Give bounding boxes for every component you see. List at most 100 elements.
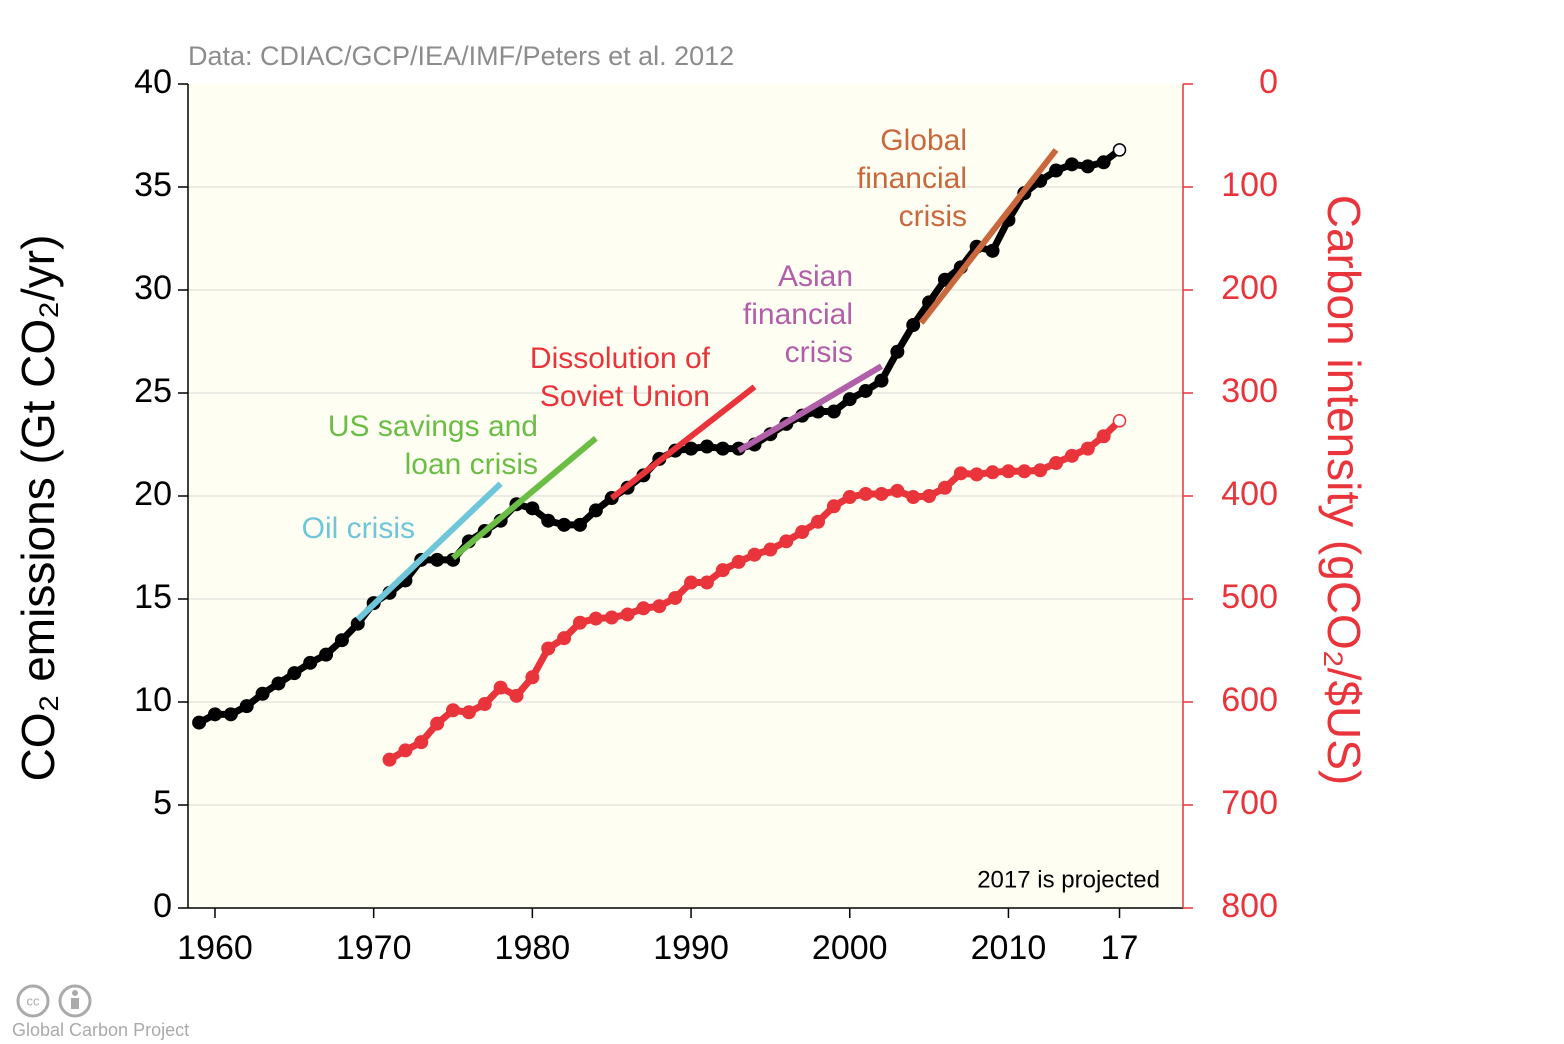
x-tick-label: 2010 — [971, 929, 1047, 967]
data-point — [525, 670, 540, 685]
y2-tick-label: 100 — [1221, 166, 1278, 204]
crisis-label: Asian — [778, 260, 853, 293]
data-point — [1096, 429, 1111, 444]
data-point — [937, 480, 952, 495]
data-point — [1112, 143, 1127, 157]
data-point — [239, 699, 254, 714]
data-point — [1064, 448, 1079, 463]
crisis-trend — [737, 363, 884, 454]
y-tick-label: 40 — [134, 63, 172, 101]
data-point — [287, 666, 302, 681]
data-point — [525, 501, 540, 516]
data-point — [842, 490, 857, 505]
data-point — [446, 703, 461, 718]
y2-tick-label: 300 — [1221, 372, 1278, 410]
crisis-label: Soviet Union — [540, 380, 710, 413]
data-point — [1080, 159, 1095, 174]
y2-tick-label: 500 — [1221, 578, 1278, 616]
x-tick-label: 1970 — [336, 929, 412, 967]
svg-text:cc: cc — [27, 993, 41, 1008]
crisis-label: loan crisis — [405, 448, 538, 481]
data-point — [207, 707, 222, 722]
data-point — [1080, 441, 1095, 456]
data-point — [652, 599, 667, 614]
y-tick-label: 25 — [134, 372, 172, 410]
data-point — [826, 499, 841, 514]
data-point — [890, 483, 905, 498]
data-point — [1064, 157, 1079, 172]
y-axis-label: CO₂ emissions (Gt CO₂/yr) — [12, 235, 64, 782]
source: Data: CDIAC/GCP/IEA/IMF/Peters et al. 20… — [188, 41, 734, 71]
data-point — [906, 490, 921, 505]
data-point — [255, 686, 270, 701]
y-tick-label: 20 — [134, 475, 172, 513]
x-tick-label: 1990 — [653, 929, 729, 967]
data-point — [1033, 463, 1048, 478]
data-point — [715, 441, 730, 456]
crisis-label: Oil crisis — [302, 512, 415, 545]
data-point — [684, 441, 699, 456]
data-point — [541, 641, 556, 656]
data-point — [985, 465, 1000, 480]
data-point — [811, 514, 826, 529]
data-point — [192, 715, 207, 730]
data-point — [1096, 155, 1111, 170]
crisis-label: US savings and — [328, 410, 538, 443]
cc-icons: cc — [16, 984, 92, 1018]
data-point — [557, 631, 572, 646]
data-point — [985, 243, 1000, 258]
data-point — [858, 383, 873, 398]
data-point — [684, 575, 699, 590]
y2-tick-label: 0 — [1259, 63, 1278, 101]
data-point — [620, 607, 635, 622]
data-point — [731, 554, 746, 569]
y2-axis-label: Carbon intensity (gCO₂/$US) — [1318, 195, 1370, 786]
data-point — [604, 610, 619, 625]
data-point — [334, 633, 349, 648]
data-point — [319, 647, 334, 662]
y2-tick-label: 600 — [1221, 681, 1278, 719]
y-tick-label: 30 — [134, 269, 172, 307]
credit: Global Carbon Project — [12, 1020, 189, 1040]
y2-tick-label: 800 — [1221, 887, 1278, 925]
data-point — [874, 486, 889, 501]
y-tick-label: 5 — [153, 784, 172, 822]
crisis-label: crisis — [899, 200, 967, 233]
crisis-label: financial — [857, 162, 967, 195]
crisis-trend — [451, 436, 598, 561]
data-point — [509, 688, 524, 703]
data-point — [953, 466, 968, 481]
data-point — [747, 547, 762, 562]
data-point — [1049, 456, 1064, 471]
y2-tick-label: 400 — [1221, 475, 1278, 513]
data-point — [414, 735, 429, 750]
data-point — [779, 534, 794, 549]
data-point — [572, 615, 587, 630]
crisis-trend — [918, 148, 1059, 325]
note: 2017 is projected — [977, 866, 1160, 893]
data-point — [1017, 464, 1032, 479]
x-tick-label: 17 — [1101, 929, 1139, 967]
data-point — [715, 563, 730, 578]
y-tick-label: 15 — [134, 578, 172, 616]
data-point — [906, 318, 921, 333]
data-point — [969, 467, 984, 482]
crisis-label: financial — [743, 298, 853, 331]
y-tick-label: 0 — [153, 887, 172, 925]
data-point — [1112, 414, 1127, 428]
y2-tick-label: 700 — [1221, 784, 1278, 822]
data-point — [636, 601, 651, 616]
y-tick-label: 35 — [134, 166, 172, 204]
data-point — [842, 392, 857, 407]
data-point — [826, 404, 841, 419]
data-point — [303, 655, 318, 670]
crisis-trend — [355, 481, 503, 622]
data-point — [588, 611, 603, 626]
data-point — [430, 552, 445, 567]
x-tick-label: 1960 — [177, 929, 253, 967]
data-point — [699, 575, 714, 590]
y-tick-label: 10 — [134, 681, 172, 719]
crisis-label: crisis — [785, 336, 853, 369]
data-point — [1001, 464, 1016, 479]
